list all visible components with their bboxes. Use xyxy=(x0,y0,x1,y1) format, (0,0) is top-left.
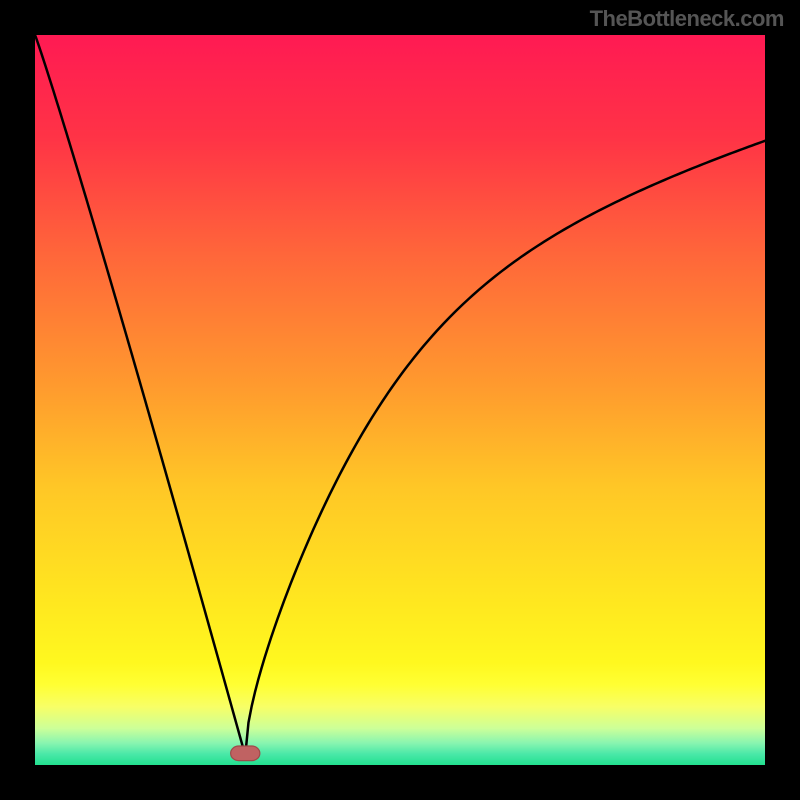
watermark-text: TheBottleneck.com xyxy=(590,6,784,32)
plot-svg xyxy=(0,0,800,800)
chart-container: TheBottleneck.com xyxy=(0,0,800,800)
